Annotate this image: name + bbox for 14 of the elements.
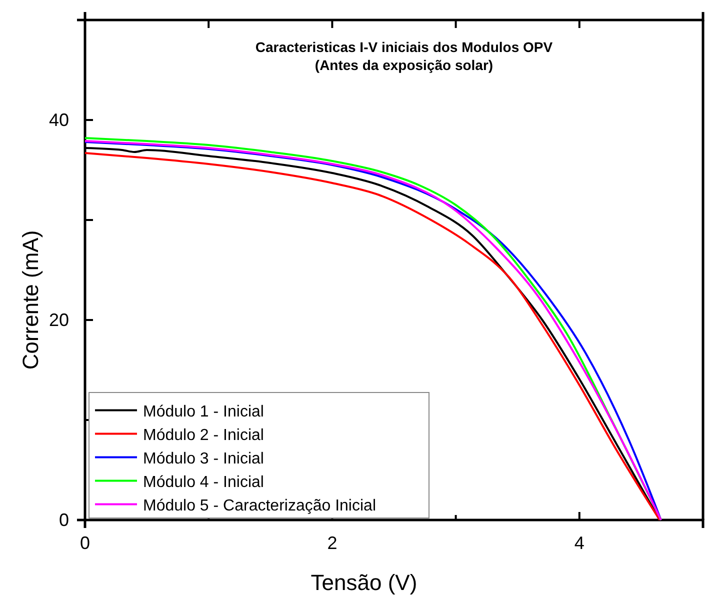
y-tick-label: 0 <box>58 510 69 530</box>
x-tick-label: 0 <box>80 532 90 553</box>
text: Caracteristicas I-V iniciais dos Modulos OPV (Antes da exposição solar) <box>255 39 554 73</box>
y-tick-label: 40 <box>48 110 69 130</box>
legend-label: Módulo 1 - Inicial <box>143 403 264 420</box>
legend-label: Módulo 4 - Inicial <box>143 474 264 491</box>
legend-label: Módulo 5 - Caracterização Inicial <box>143 497 376 514</box>
y-tick-label: 20 <box>48 310 69 330</box>
x-axis-title: Tensão (V) <box>310 570 418 595</box>
legend-label: Módulo 3 - Inicial <box>143 450 264 468</box>
legend-label: Módulo 2 - Inicial <box>143 426 264 444</box>
y-axis-title: Corrente (mA) <box>18 230 43 370</box>
x-tick-label: 2 <box>327 532 338 553</box>
x-tick-label: 4 <box>574 532 584 553</box>
